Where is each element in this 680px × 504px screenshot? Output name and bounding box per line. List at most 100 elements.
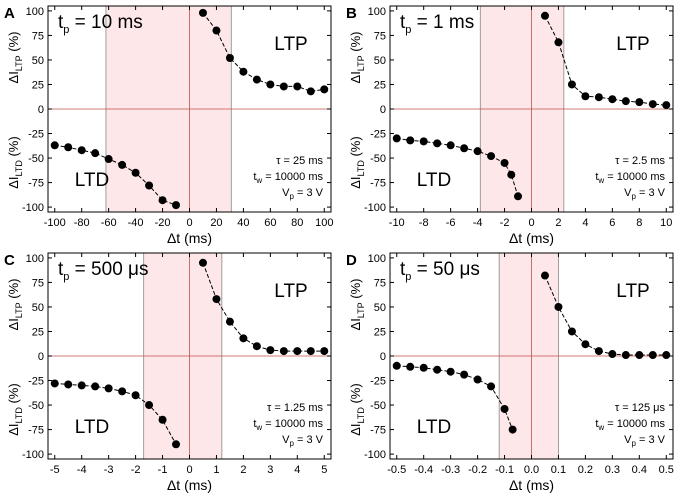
data-point <box>621 97 630 106</box>
y-tick-label: -75 <box>370 425 386 437</box>
ltd-series <box>392 361 517 434</box>
data-point <box>540 271 549 280</box>
param-sub: p <box>290 439 295 448</box>
data-point <box>50 141 59 150</box>
x-tick-label: 20 <box>210 217 222 229</box>
y-tick-label: -25 <box>28 129 44 141</box>
data-point <box>392 134 401 143</box>
x-tick-label: -100 <box>44 217 66 229</box>
y-tick-label: 75 <box>374 277 386 289</box>
param-sub: w <box>255 176 262 185</box>
ltp-series <box>540 271 671 360</box>
x-axis-label: Δt (ms) <box>167 477 212 493</box>
pulse-value: = 500 μs <box>69 259 148 280</box>
param-label: tw = 10000 ms <box>595 418 665 432</box>
param-value: = 3 V <box>636 434 666 446</box>
x-tick-label: -1 <box>158 464 168 476</box>
data-point <box>225 317 234 326</box>
x-tick-label: 40 <box>237 217 249 229</box>
x-tick-label: 0.2 <box>578 464 593 476</box>
x-axis-label: Δt (ms) <box>509 477 554 493</box>
data-point <box>145 181 154 190</box>
param-value: = 1.25 ms <box>271 402 323 414</box>
data-point <box>145 401 154 410</box>
param-symbol: t <box>595 171 598 183</box>
data-point <box>567 80 576 89</box>
data-point <box>239 334 248 343</box>
param-sub: w <box>597 176 604 185</box>
x-tick-label: -60 <box>101 217 117 229</box>
data-point <box>104 384 113 393</box>
ltp-series <box>198 8 329 96</box>
data-point <box>266 80 275 89</box>
param-value: = 10000 ms <box>604 418 665 430</box>
param-label: Vp = 3 V <box>624 187 666 201</box>
x-axis-label: Δt (ms) <box>167 230 212 246</box>
data-point <box>446 141 455 150</box>
x-tick-label: -6 <box>446 217 456 229</box>
data-point <box>212 26 221 35</box>
x-tick-label: -0.2 <box>468 464 487 476</box>
x-tick-label: -4 <box>473 217 483 229</box>
param-symbol: t <box>253 171 256 183</box>
ltp-label: LTP <box>616 34 649 55</box>
param-sub: w <box>255 423 262 432</box>
data-point <box>487 152 496 161</box>
y-tick-label: 25 <box>32 79 44 91</box>
data-point <box>118 160 127 169</box>
data-point <box>635 351 644 360</box>
x-tick-label: 0 <box>186 464 192 476</box>
data-point <box>554 302 563 311</box>
ltd-label: LTD <box>417 170 451 191</box>
data-point <box>594 347 603 356</box>
y-tick-label: -100 <box>22 449 44 461</box>
y-tick-label: 75 <box>374 30 386 42</box>
ltd-series <box>392 134 523 201</box>
pulse-sub: p <box>405 24 411 36</box>
data-point <box>567 327 576 336</box>
ltp-series-line <box>202 262 325 352</box>
pulse-width-label: tp = 50 μs <box>400 259 480 283</box>
y-tick-label: -100 <box>364 449 386 461</box>
panel-d: -0.5 -0.4 -0.3 -0.2 -0.1 0.0 0.1 0.2 0.3 0.4 0.5 10… <box>346 252 674 493</box>
x-tick-label: 4 <box>582 217 588 229</box>
param-label: τ = 25 ms <box>276 155 323 167</box>
pulse-width-label: tp = 10 ms <box>58 12 143 36</box>
y-label-main: ΔI <box>348 318 363 330</box>
x-tick-label: 100 <box>315 217 333 229</box>
data-point <box>198 258 207 267</box>
data-point <box>460 370 469 379</box>
ltd-series-line <box>54 144 177 206</box>
param-value: = 10000 ms <box>262 171 323 183</box>
data-point <box>594 93 603 102</box>
x-tick-label: -0.3 <box>441 464 460 476</box>
ltp-label: LTP <box>616 281 649 302</box>
y-tick-label: 25 <box>374 326 386 338</box>
y-label-sub: LTP <box>14 55 24 71</box>
x-tick-label: 0.4 <box>632 464 647 476</box>
data-point <box>406 136 415 145</box>
y-tick-label: -25 <box>370 376 386 388</box>
ltp-label: LTP <box>274 281 307 302</box>
y-axis-label-ltd: ΔILTD (%) <box>6 383 24 435</box>
data-point <box>500 404 509 413</box>
y-label-sub: LTP <box>14 302 24 318</box>
y-tick-label: -100 <box>364 202 386 214</box>
x-tick-label: 80 <box>291 217 303 229</box>
ltd-label: LTD <box>75 417 109 438</box>
data-point <box>433 139 442 148</box>
x-tick-label: 0 <box>528 217 534 229</box>
param-symbol: t <box>595 418 598 430</box>
y-axis-label-ltp: ΔILTP (%) <box>6 279 24 331</box>
y-label-main: ΔI <box>348 424 363 436</box>
x-tick-label: 3 <box>267 464 273 476</box>
data-point <box>473 375 482 384</box>
y-tick-label: 100 <box>26 6 44 18</box>
data-point <box>266 346 275 355</box>
param-label: tw = 10000 ms <box>595 171 665 185</box>
y-tick-label: 0 <box>380 104 386 116</box>
x-tick-label: -40 <box>128 217 144 229</box>
data-point <box>508 425 517 434</box>
param-sub: w <box>597 423 604 432</box>
y-tick-label: -100 <box>22 202 44 214</box>
